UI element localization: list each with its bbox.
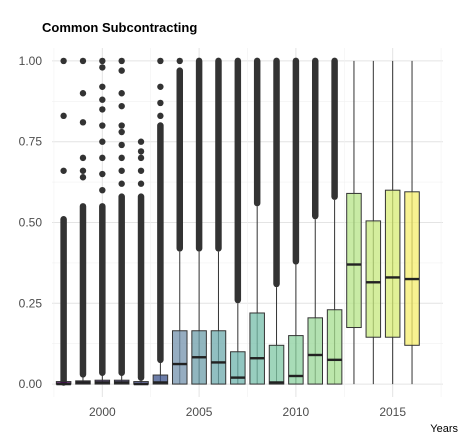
outlier-point xyxy=(118,57,125,65)
outlier-point xyxy=(79,174,87,181)
outlier-point xyxy=(157,57,164,65)
outlier-point xyxy=(79,167,87,174)
outlier-point xyxy=(60,112,67,120)
box-2010 xyxy=(288,57,304,385)
box-2016 xyxy=(404,60,420,385)
outlier-point xyxy=(137,148,145,155)
outlier-point xyxy=(118,167,125,174)
box-2006 xyxy=(210,57,227,385)
box-body xyxy=(288,335,304,385)
x-tick-label: 2005 xyxy=(186,405,213,419)
y-axis: 0.00 0.25 0.50 0.75 1.00 xyxy=(19,54,43,391)
outlier-point xyxy=(99,96,106,103)
x-axis-label: Years xyxy=(430,423,458,435)
outlier-point xyxy=(118,141,125,149)
x-tick-label: 2010 xyxy=(283,405,310,419)
y-tick-label: 0.00 xyxy=(19,377,43,391)
outlier-point xyxy=(137,154,145,162)
chart-title: Common Subcontracting xyxy=(42,20,198,35)
box-body xyxy=(268,344,285,385)
x-axis: 2000 2005 2010 2015 xyxy=(89,405,406,419)
outlier-point xyxy=(137,167,145,174)
outlier-point xyxy=(118,102,125,110)
outlier-point xyxy=(176,57,183,65)
box-2015 xyxy=(384,60,401,385)
x-tick-label: 2000 xyxy=(89,405,116,419)
outlier-point xyxy=(99,57,106,65)
outlier-point xyxy=(79,154,87,162)
box-2003 xyxy=(152,57,169,385)
outlier-point xyxy=(118,128,125,136)
box-2005 xyxy=(191,57,207,385)
y-tick-label: 0.50 xyxy=(19,216,43,230)
box-2002 xyxy=(133,138,149,386)
outlier-point xyxy=(137,138,145,145)
box-2008 xyxy=(249,57,265,385)
box-body xyxy=(249,312,265,385)
box-body xyxy=(404,191,420,346)
outlier-point xyxy=(99,83,106,90)
box-1999 xyxy=(75,57,91,385)
outlier-point xyxy=(99,138,106,145)
box-body xyxy=(307,317,324,385)
outlier-point xyxy=(99,106,106,113)
y-tick-label: 1.00 xyxy=(19,54,43,68)
outlier-point xyxy=(99,186,106,194)
box-1998 xyxy=(55,57,72,386)
outlier-point xyxy=(99,170,106,178)
box-body xyxy=(326,309,343,385)
box-2012 xyxy=(326,57,343,385)
box-body xyxy=(346,192,362,329)
box-body xyxy=(365,220,382,338)
box-2001 xyxy=(113,57,130,385)
outlier-point xyxy=(118,154,125,162)
box-2004 xyxy=(171,57,188,385)
box-series xyxy=(55,57,420,386)
outlier-point xyxy=(99,64,106,71)
outlier-point xyxy=(99,122,106,129)
box-2011 xyxy=(307,57,324,385)
y-tick-label: 0.75 xyxy=(19,135,43,149)
box-2009 xyxy=(268,57,285,385)
outlier-point xyxy=(79,119,87,126)
outlier-point xyxy=(118,122,125,129)
box-2007 xyxy=(230,57,246,385)
box-body xyxy=(384,189,401,338)
outlier-point xyxy=(99,154,106,162)
box-body xyxy=(230,351,246,385)
grid-lines xyxy=(52,48,443,397)
box-body xyxy=(171,330,188,385)
outlier-point xyxy=(157,99,164,107)
outlier-point xyxy=(157,112,164,120)
outlier-point xyxy=(79,57,87,65)
x-tick-label: 2015 xyxy=(379,405,406,419)
outlier-point xyxy=(118,180,125,187)
box-2014 xyxy=(365,60,382,385)
box-body xyxy=(210,330,227,385)
box-2013 xyxy=(346,60,362,385)
outlier-point xyxy=(157,83,164,90)
outlier-point xyxy=(118,90,125,97)
outlier-point xyxy=(60,167,67,174)
box-2000 xyxy=(94,57,111,385)
y-tick-label: 0.25 xyxy=(19,296,43,310)
box-body xyxy=(152,374,169,385)
outlier-point xyxy=(79,90,87,97)
outlier-point xyxy=(118,67,125,74)
outlier-point xyxy=(60,57,67,65)
outlier-point xyxy=(137,180,145,187)
